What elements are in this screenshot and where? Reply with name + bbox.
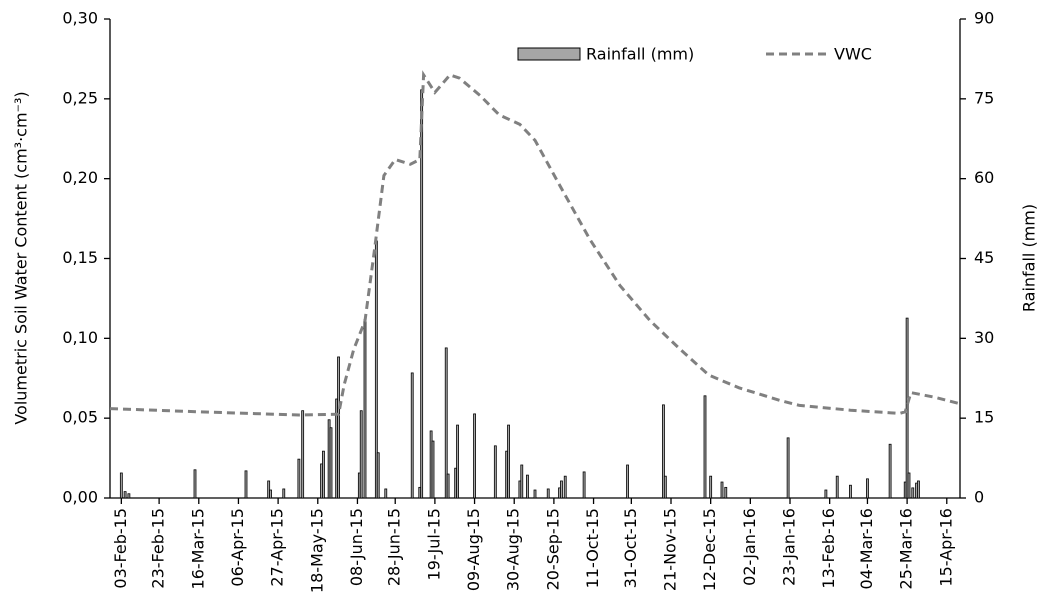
rainfall-bar	[123, 491, 127, 499]
x-tick-label: 31-Oct-15	[621, 508, 640, 588]
legend-label: VWC	[834, 45, 872, 64]
rainfall-bar	[297, 458, 301, 499]
y2-tick-label: 30	[974, 328, 994, 347]
rainfall-bar	[546, 488, 550, 499]
y2-tick-label: 60	[974, 168, 994, 187]
x-tick-label: 06-Apr-15	[228, 508, 247, 587]
x-tick-label: 16-Mar-15	[188, 508, 207, 589]
rainfall-bar	[507, 424, 510, 499]
rainfall-bar	[267, 480, 271, 499]
y-tick-label: 0,10	[62, 328, 98, 347]
x-tick-label: 21-Nov-15	[661, 508, 680, 591]
x-tick-label: 18-May-15	[307, 508, 326, 593]
rainfall-bar	[269, 489, 272, 499]
rainfall-bar	[560, 480, 563, 499]
legend-swatch	[517, 47, 581, 61]
rainfall-bar	[626, 464, 629, 499]
rainfall-bar	[329, 427, 333, 499]
rainfall-bar	[244, 470, 248, 499]
rainfall-bar	[282, 488, 286, 499]
y-axis-label: Volumetric Soil Water Content (cm³·cm⁻³)	[12, 91, 31, 424]
rainfall-bar	[888, 443, 892, 499]
rainfall-bar	[322, 450, 325, 499]
y2-tick-label: 15	[974, 408, 994, 427]
rainfall-bar	[431, 440, 435, 499]
x-tick-label: 03-Feb-15	[111, 508, 130, 589]
y2-tick-label: 45	[974, 248, 994, 267]
rainfall-bar	[907, 472, 911, 499]
rainfall-bar	[456, 424, 459, 499]
rainfall-bar	[301, 410, 305, 499]
x-tick-label: 02-Jan-16	[740, 508, 759, 586]
x-tick-label: 11-Oct-15	[583, 508, 602, 588]
rainfall-bar	[444, 347, 448, 499]
rainfall-bar	[662, 404, 665, 499]
rainfall-bar	[410, 372, 414, 499]
rainfall-bar	[703, 395, 707, 499]
y-tick-label: 0,05	[62, 408, 98, 427]
rainfall-bar	[849, 484, 852, 499]
vwc-line	[109, 70, 961, 417]
y2-tick-label: 0	[974, 488, 984, 507]
x-tick-label: 23-Feb-15	[149, 508, 168, 589]
y-tick-label: 0,25	[62, 88, 98, 107]
rainfall-bar	[582, 471, 586, 499]
rainfall-bar	[384, 488, 388, 499]
rainfall-bar	[127, 493, 131, 499]
x-tick-label: 13-Feb-16	[819, 508, 838, 589]
rainfall-bar	[835, 475, 839, 499]
x-tick-label: 04-Mar-16	[857, 508, 876, 589]
rainfall-bar	[724, 486, 728, 499]
rainfall-bar	[520, 464, 524, 499]
x-tick-label: 15-Apr-16	[936, 508, 955, 587]
x-tick-label: 28-Jun-15	[385, 508, 404, 586]
rainfall-bar	[786, 437, 790, 499]
x-tick-label: 23-Jan-16	[780, 508, 799, 586]
y-tick-label: 0,15	[62, 248, 98, 267]
legend-label: Rainfall (mm)	[586, 45, 694, 64]
rainfall-bar	[911, 487, 915, 499]
x-tick-label: 19-Jul-15	[424, 508, 443, 580]
rainfall-bar	[563, 475, 567, 499]
rainfall-bar	[720, 481, 724, 499]
rainfall-bar	[376, 452, 380, 499]
rainfall-bar	[473, 413, 476, 499]
rainfall-bar	[866, 478, 869, 499]
rainfall-bar	[905, 317, 909, 499]
rainfall-bar	[526, 474, 529, 499]
x-tick-label: 20-Sep-15	[543, 508, 562, 590]
rainfall-bar	[446, 473, 450, 499]
rainfall-bar	[533, 489, 537, 499]
x-tick-label: 30-Aug-15	[504, 508, 523, 591]
x-tick-label: 08-Jun-15	[347, 508, 366, 586]
rainfall-bar	[917, 480, 920, 499]
y-tick-label: 0,00	[62, 488, 98, 507]
rainfall-bar	[359, 410, 363, 499]
rainfall-bar	[663, 475, 667, 499]
rainfall-bar	[709, 475, 713, 499]
y-tick-label: 0,30	[62, 9, 98, 28]
rainfall-bar	[193, 469, 197, 499]
y2-tick-label: 75	[974, 88, 994, 107]
x-tick-label: 27-Apr-15	[268, 508, 287, 587]
rainfall-bar	[119, 472, 123, 499]
rainfall-bar	[824, 489, 828, 499]
x-tick-label: 25-Mar-16	[897, 508, 916, 589]
rainfall-bar	[337, 356, 340, 499]
y2-tick-label: 90	[974, 9, 994, 28]
rainfall-bar	[493, 445, 497, 499]
y-tick-label: 0,20	[62, 168, 98, 187]
x-tick-label: 09-Aug-15	[464, 508, 483, 591]
y2-axis-label: Rainfall (mm)	[1020, 204, 1039, 312]
rainfall-bar	[363, 319, 367, 499]
x-tick-label: 12-Dec-15	[700, 508, 719, 591]
